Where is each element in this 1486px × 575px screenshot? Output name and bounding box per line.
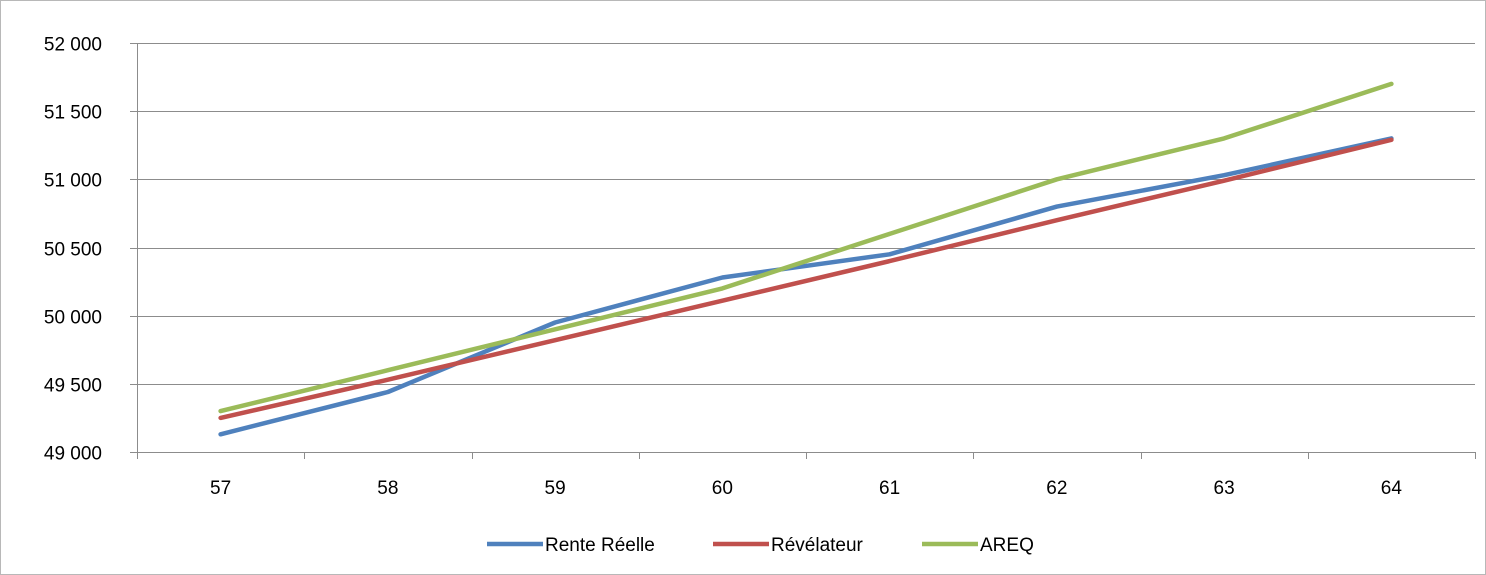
y-tick-label: 49 000 bbox=[44, 444, 102, 465]
x-tick-label: 61 bbox=[879, 478, 900, 499]
series-line-3 bbox=[218, 81, 1394, 414]
y-tick-label: 52 000 bbox=[44, 35, 102, 56]
legend-label: Révélateur bbox=[771, 535, 864, 556]
x-tick-label: 60 bbox=[712, 478, 733, 499]
x-tick-label: 63 bbox=[1214, 478, 1235, 499]
series-line-2 bbox=[218, 137, 1394, 421]
y-tick-label: 51 000 bbox=[44, 171, 102, 192]
x-tick-label: 64 bbox=[1381, 478, 1403, 499]
y-tick-label: 51 500 bbox=[44, 103, 102, 124]
legend-label: Rente Réelle bbox=[545, 535, 655, 556]
y-tick-label: 49 500 bbox=[44, 376, 102, 397]
x-tick-label: 57 bbox=[210, 478, 231, 499]
y-tick-label: 50 000 bbox=[44, 308, 102, 329]
x-tick-label: 62 bbox=[1046, 478, 1067, 499]
series-line-1 bbox=[218, 136, 1394, 437]
y-tick-label: 50 500 bbox=[44, 240, 102, 261]
x-tick-label: 59 bbox=[545, 478, 566, 499]
legend-label: AREQ bbox=[980, 535, 1034, 556]
x-tick-label: 58 bbox=[377, 478, 398, 499]
